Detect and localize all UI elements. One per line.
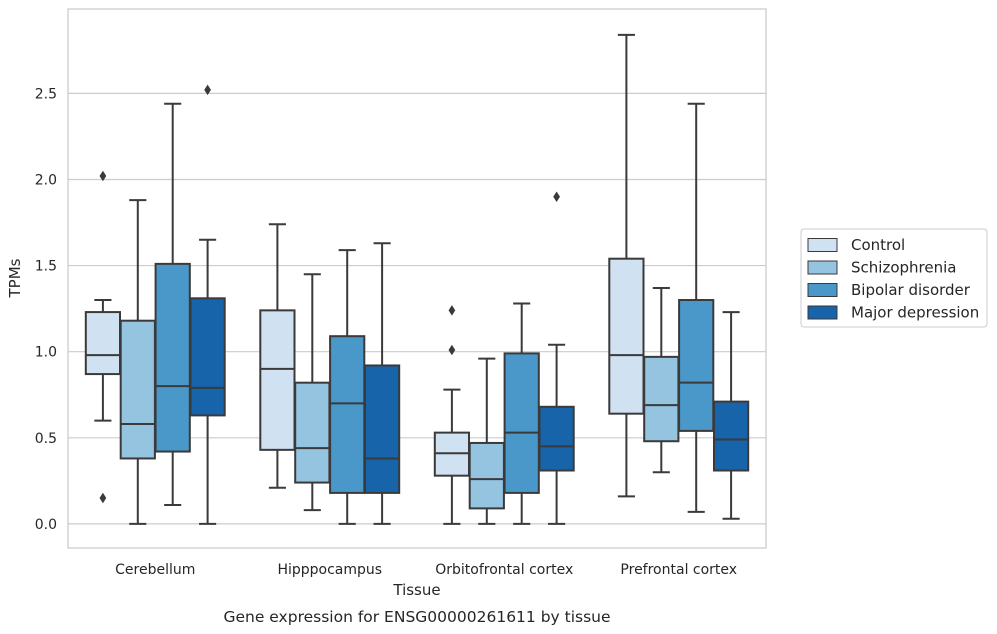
box-group-prefrontal-cortex [608,33,750,520]
legend: Control Schizophrenia Bipolar disorder Majo… [800,228,988,328]
box-cerebellum-major-depression [189,297,226,417]
outlier-cerebellum-control-1 [99,170,107,182]
box-cerebellum-control [84,311,122,376]
x-tick-cerebellum: Cerebellum [115,562,195,578]
y-tick-0-5: 0.5 [35,431,57,447]
box-orbitofrontal-cortex-major-depression [538,405,575,472]
box-cerebellum-schizophrenia [119,319,156,460]
x-tick-prefrontal-cortex: Prefrontal cortex [620,562,737,578]
legend-swatch-bipolar-disorder [807,283,838,297]
box-prefrontal-cortex-control [608,257,645,415]
box-groups [84,33,750,525]
y-tick-0-0: 0.0 [35,517,57,533]
x-axis-label: Tissue [392,581,440,599]
y-tick-1-5: 1.5 [35,259,57,275]
outlier-cerebellum-control-2 [99,492,107,504]
box-group-orbitofrontal-cortex [433,191,575,525]
box-prefrontal-cortex-bipolar-disorder [678,299,715,432]
box-hipppocampus-control [259,309,296,451]
box-orbitofrontal-cortex-schizophrenia [468,441,505,510]
y-tick-2-0: 2.0 [35,172,57,188]
outlier-cerebellum-major-depression-1 [204,84,211,96]
box-group-hipppocampus [259,223,401,525]
box-hipppocampus-bipolar-disorder [329,335,366,494]
x-tick-labels: Cerebellum Hipppocampus Orbitofrontal cort… [115,562,737,578]
legend-label-control: Control [851,236,905,254]
legend-swatch-control [807,238,838,252]
legend-label-bipolar-disorder: Bipolar disorder [851,281,971,299]
box-group-cerebellum [84,84,226,525]
box-hipppocampus-major-depression [363,364,401,494]
box-prefrontal-cortex-major-depression [712,400,750,472]
y-tick-labels: 0.0 0.5 1.0 1.5 2.0 2.5 [35,86,57,533]
box-cerebellum-bipolar-disorder [154,262,191,453]
box-prefrontal-cortex-schizophrenia [643,355,680,443]
legend-frame [800,228,988,328]
legend-label-major-depression: Major depression [851,304,979,322]
legend-swatch-schizophrenia [807,260,838,275]
outlier-orbitofrontal-cortex-control-2 [448,344,456,356]
y-axis-label: TPMs [6,258,24,298]
outlier-orbitofrontal-cortex-major-depression-1 [553,191,560,202]
box-orbitofrontal-cortex-bipolar-disorder [503,352,540,494]
box-hipppocampus-schizophrenia [294,381,331,484]
y-tick-2-5: 2.5 [35,86,57,102]
legend-swatch-major-depression [807,305,838,320]
x-tick-hipppocampus: Hipppocampus [277,562,382,578]
plot-area-frame [67,8,767,549]
chart-caption: Gene expression for ENSG00000261611 by t… [223,608,610,626]
legend-label-schizophrenia: Schizophrenia [851,259,956,277]
x-tick-orbitofrontal-cortex: Orbitofrontal cortex [435,562,573,578]
y-tick-1-0: 1.0 [35,345,57,361]
outlier-orbitofrontal-cortex-control-1 [448,305,456,316]
